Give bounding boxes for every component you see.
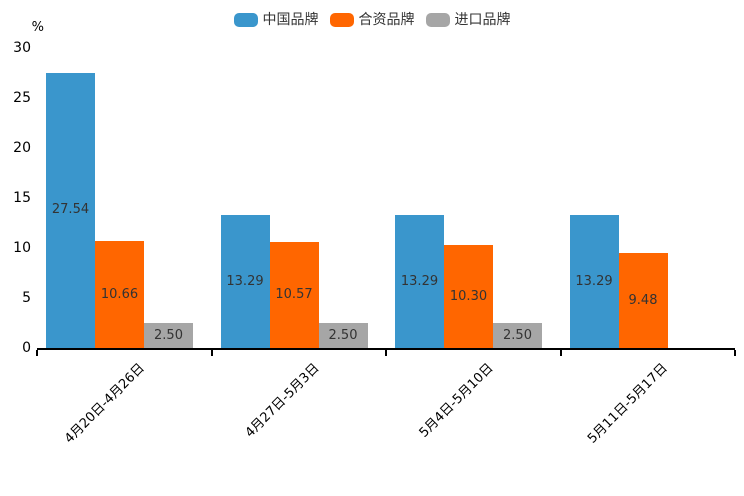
x-axis-category-label: 4月27日-5月3日 (242, 360, 323, 441)
legend-label: 合资品牌 (358, 12, 415, 28)
bar-china-brand-group1 (46, 72, 95, 348)
x-axis-category-label: 4月20日-4月26日 (61, 360, 148, 447)
y-axis-tick-label: 15 (13, 190, 31, 206)
legend-item-import-brand[interactable]: 进口品牌 (425, 12, 511, 28)
x-axis-category-label: 5月4日-5月10日 (416, 360, 497, 441)
x-axis-tick-mark (559, 350, 562, 356)
bar-china-brand-group4 (569, 215, 619, 348)
y-axis-tick-label: 25 (13, 90, 31, 106)
bar-value-label: 27.54 (51, 202, 90, 218)
x-axis-tick-mark (734, 350, 736, 356)
bar-joint-venture-brand-group1 (95, 241, 144, 348)
bar-value-label: 13.29 (226, 273, 264, 289)
bar-value-label: 10.30 (449, 288, 488, 304)
legend-label: 中国品牌 (262, 12, 319, 28)
y-axis-tick-label: 30 (13, 40, 31, 56)
bar-value-label: 2.50 (154, 327, 183, 343)
y-axis-tick-label: 20 (13, 140, 31, 156)
bar-value-label: 13.29 (400, 273, 439, 289)
x-axis-tick-mark (385, 350, 387, 356)
legend-swatch-icon (233, 13, 258, 27)
legend-item-joint-venture-brand[interactable]: 合资品牌 (329, 12, 415, 28)
x-axis-category-label: 5月11日-5月17日 (585, 360, 672, 447)
bar-value-label: 10.57 (275, 287, 313, 303)
bar-import-brand-group3 (493, 323, 542, 348)
legend-item-china-brand[interactable]: 中国品牌 (233, 12, 319, 28)
chart-legend: 中国品牌 合资品牌 进口品牌 (0, 10, 744, 30)
bar-china-brand-group2 (220, 215, 270, 348)
bar-joint-venture-brand-group4 (618, 253, 668, 348)
legend-label: 进口品牌 (454, 12, 511, 28)
bar-import-brand-group1 (144, 323, 193, 348)
bar-value-label: 2.50 (328, 327, 358, 343)
y-axis-tick-label: 10 (13, 240, 31, 256)
x-axis-tick-mark (36, 350, 38, 356)
bar-joint-venture-brand-group2 (269, 242, 319, 348)
x-axis-tick-mark (210, 350, 213, 356)
x-axis-line (37, 348, 735, 350)
bar-value-label: 9.48 (628, 292, 658, 308)
y-axis-unit-label: % (31, 20, 44, 35)
y-axis-tick-label: 0 (22, 340, 31, 356)
bar-joint-venture-brand-group3 (444, 245, 493, 348)
legend-swatch-icon (425, 13, 450, 27)
legend-swatch-icon (329, 13, 354, 27)
bar-china-brand-group3 (395, 215, 444, 348)
bar-value-label: 10.66 (100, 286, 139, 302)
bar-value-label: 2.50 (503, 327, 532, 343)
bar-value-label: 13.29 (575, 273, 613, 289)
bar-import-brand-group2 (318, 323, 368, 348)
y-axis-tick-label: 5 (22, 290, 31, 306)
